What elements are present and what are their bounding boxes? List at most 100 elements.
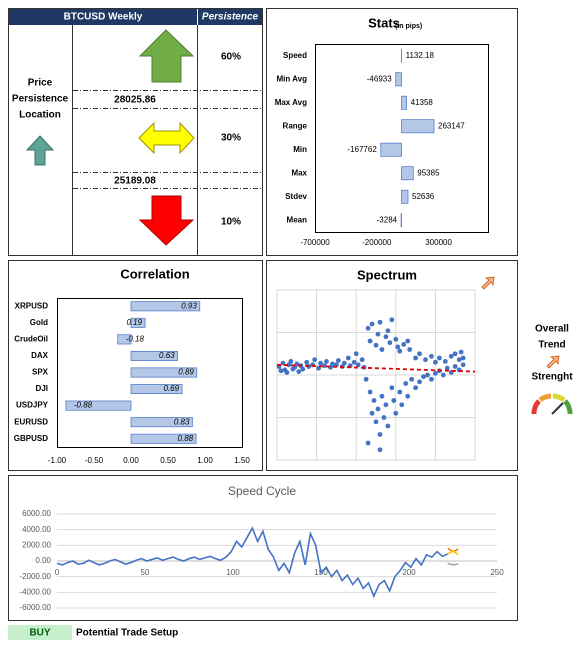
value-label: 263147: [438, 121, 465, 130]
bar: [130, 433, 197, 444]
point: [284, 370, 290, 375]
trend-text: Trend: [538, 340, 565, 351]
point: [345, 355, 351, 361]
y-tick-label: 6000.00: [22, 509, 51, 518]
point: [433, 370, 438, 376]
value-label: 0.93: [181, 301, 197, 310]
gauge-segment: [538, 393, 552, 403]
y-tick-label: -4000.00: [19, 587, 51, 596]
value-label: -46933: [367, 74, 392, 83]
down-arrow: [138, 195, 195, 246]
level-value: 28025.86: [114, 95, 156, 106]
y-tick-label: 2000.00: [22, 540, 51, 549]
point: [387, 340, 393, 346]
category-label: Range: [283, 121, 308, 130]
point: [409, 376, 415, 382]
point: [371, 398, 377, 403]
point: [391, 398, 397, 403]
value-label: 52636: [412, 192, 435, 201]
point: [448, 353, 454, 359]
bar: [401, 189, 409, 204]
category-label: USDJPY: [16, 401, 49, 410]
point: [442, 359, 448, 364]
point: [399, 402, 405, 408]
x-tick-label: 250: [490, 568, 504, 577]
value-label: -0.18: [126, 334, 145, 343]
plot-frame: [315, 44, 489, 233]
location-arrow: [25, 135, 55, 166]
point: [322, 363, 327, 369]
point: [324, 359, 329, 364]
point: [433, 359, 438, 365]
point: [355, 362, 361, 368]
x-tick-label: 0.50: [160, 456, 176, 465]
header-title: BTCUSD Weekly: [64, 12, 143, 23]
trend-text: Strenght: [531, 372, 573, 383]
point: [379, 393, 385, 399]
x-tick-label: 1.50: [234, 456, 250, 465]
point: [359, 357, 365, 363]
trend-icon: [481, 276, 495, 290]
category-label: EURUSD: [14, 417, 48, 426]
point: [397, 389, 403, 395]
y-tick-label: -2000.00: [19, 572, 51, 581]
bar: [130, 317, 146, 328]
category-label: Max: [291, 168, 307, 177]
point: [294, 361, 300, 367]
point: [395, 344, 401, 350]
trend-icon: [546, 355, 560, 369]
value-label: 0.69: [163, 384, 179, 393]
footer-label: Potential Trade Setup: [76, 628, 178, 639]
bar: [130, 350, 178, 361]
point: [385, 328, 391, 334]
x-tick-label: 50: [141, 568, 150, 577]
persistence-panel: [8, 8, 263, 256]
x-tick-label: -1.00: [48, 456, 67, 465]
point: [300, 366, 306, 372]
point: [423, 357, 428, 363]
point: [425, 372, 430, 378]
series-line: [447, 562, 459, 566]
spectrum-panel: [266, 260, 518, 471]
speed-cycle-panel: [8, 475, 518, 621]
point: [458, 349, 464, 355]
bar: [130, 301, 201, 312]
series-line: [447, 549, 459, 556]
gauge-segment: [563, 399, 573, 415]
bar: [130, 384, 183, 395]
value-label: 41358: [411, 98, 434, 107]
level-value: 25189.08: [114, 176, 156, 187]
category-label: GBPUSD: [14, 434, 48, 443]
category-label: Gold: [30, 318, 48, 327]
chart-title: Spectrum: [357, 267, 417, 282]
value-label: 95385: [417, 168, 440, 177]
signal-box: [8, 625, 72, 640]
bar: [401, 95, 407, 110]
point: [296, 369, 302, 374]
bar: [395, 72, 402, 87]
x-tick-label: 100: [226, 568, 240, 577]
plot-frame: [57, 298, 243, 448]
x-tick-label: -200000: [362, 238, 392, 247]
trend-text: Overall: [535, 324, 569, 335]
percentage: 60%: [221, 52, 241, 63]
category-label: DAX: [31, 351, 49, 360]
point: [377, 432, 383, 437]
x-tick-label: 300000: [425, 238, 452, 247]
point: [379, 347, 385, 352]
category-label: Min Avg: [276, 74, 307, 83]
point: [460, 362, 466, 368]
series-line: [56, 526, 449, 599]
point: [377, 319, 383, 325]
point: [353, 351, 359, 357]
value-label: 0.83: [174, 417, 190, 426]
location-label: Location: [19, 110, 61, 121]
point: [304, 359, 310, 365]
bar: [130, 417, 193, 428]
point: [351, 359, 357, 365]
signal: BUY: [29, 628, 50, 639]
category-label: CrudeOil: [14, 334, 48, 343]
value-label: 0.89: [178, 368, 194, 377]
